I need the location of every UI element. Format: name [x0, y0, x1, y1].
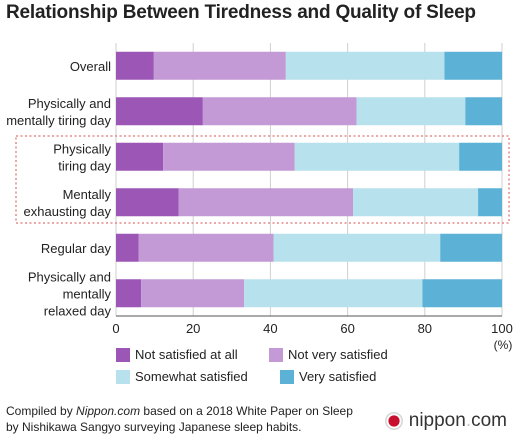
category-label-physically-tiring-day: Physically tiring day: [53, 141, 111, 173]
bar-physically-tiring-day-somewhat-satisfied: [294, 142, 460, 171]
legend-item-not-satisfied: Not satisfied at all: [116, 347, 238, 362]
footnote-line-2: by Nishikawa Sangyo surveying Japanese s…: [6, 420, 302, 434]
bar-physically-and-mentally-tiring-day-not-very-satisfied: [202, 97, 357, 126]
x-tick-label-100: 100: [491, 321, 513, 336]
category-label-physically-and-mentally-relaxed-day: Physically and mentally relaxed day: [28, 269, 112, 318]
legend-label-not-satisfied: Not satisfied at all: [135, 347, 238, 362]
footnote-line-1: Compiled by Nippon.com based on a 2018 W…: [6, 404, 353, 418]
bar-regular-day-not-very-satisfied: [138, 233, 274, 262]
bar-physically-and-mentally-relaxed-day-not-satisfied-at-all: [116, 279, 142, 308]
legend-swatch-not-very-satisfied: [269, 347, 283, 362]
bar-mentally-exhausting-day-not-satisfied-at-all: [116, 188, 179, 217]
category-label-physically-and-mentally-tiring-day: Physically and mentally tiring day: [6, 96, 111, 128]
bar-physically-and-mentally-relaxed-day-very-satisfied: [422, 279, 502, 308]
x-tick-label-60: 60: [340, 321, 354, 336]
bar-regular-day-somewhat-satisfied: [273, 233, 441, 262]
bar-mentally-exhausting-day-somewhat-satisfied: [353, 188, 479, 217]
legend-label-not-very-satisfied: Not very satisfied: [288, 347, 388, 362]
legend-swatch-somewhat-satisfied: [116, 369, 130, 384]
bar-regular-day-not-satisfied-at-all: [116, 233, 139, 262]
legend-item-somewhat-satisfied: Somewhat satisfied: [116, 369, 248, 384]
bar-regular-day-very-satisfied: [440, 233, 502, 262]
category-label-mentally-exhausting-day: Mentally exhausting day: [24, 187, 112, 219]
legend-swatch-very-satisfied: [280, 369, 294, 384]
bar-overall-not-very-satisfied: [153, 51, 286, 80]
stacked-bar-chart: Overall Physically and mentally tiring day…: [6, 43, 513, 352]
bar-physically-and-mentally-relaxed-day-somewhat-satisfied: [244, 279, 423, 308]
category-label-regular-day: Regular day: [41, 241, 112, 256]
bar-mentally-exhausting-day-very-satisfied: [478, 188, 502, 217]
bar-physically-and-mentally-tiring-day-very-satisfied: [465, 97, 502, 126]
x-tick-label-40: 40: [263, 321, 277, 336]
bar-physically-tiring-day-not-satisfied-at-all: [116, 142, 164, 171]
category-label-overall: Overall: [70, 59, 111, 74]
x-tick-label-0: 0: [112, 321, 119, 336]
bar-physically-and-mentally-relaxed-day-not-very-satisfied: [141, 279, 245, 308]
x-tick-label-20: 20: [186, 321, 200, 336]
bar-mentally-exhausting-day-not-very-satisfied: [178, 188, 354, 217]
bar-physically-and-mentally-tiring-day-not-satisfied-at-all: [116, 97, 203, 126]
nippon-logo-icon: [384, 412, 403, 430]
legend-label-somewhat-satisfied: Somewhat satisfied: [135, 369, 248, 384]
source-footnote: Compiled by Nippon.com based on a 2018 W…: [6, 403, 353, 435]
legend-label-very-satisfied: Very satisfied: [299, 369, 377, 384]
legend-item-not-very-satisfied: Not very satisfied: [269, 347, 388, 362]
x-tick-label-80: 80: [418, 321, 432, 336]
bar-overall-somewhat-satisfied: [285, 51, 445, 80]
chart-title: Relationship Between Tiredness and Quali…: [6, 2, 476, 23]
nippon-logo: nippon. com: [383, 410, 507, 432]
source-name: Nippon.com: [76, 404, 141, 418]
legend-item-very-satisfied: Very satisfied: [280, 369, 376, 384]
legend-swatch-not-satisfied: [116, 347, 130, 362]
bar-physically-tiring-day-very-satisfied: [459, 142, 502, 171]
legend: Not satisfied at all Not very satisfied …: [116, 345, 416, 387]
bar-physically-and-mentally-tiring-day-somewhat-satisfied: [356, 97, 466, 126]
bar-overall-very-satisfied: [444, 51, 502, 80]
highlight-box: [15, 135, 510, 224]
bar-physically-tiring-day-not-very-satisfied: [163, 142, 295, 171]
bar-overall-not-satisfied-at-all: [116, 51, 154, 80]
x-unit-label: (%): [494, 338, 513, 352]
